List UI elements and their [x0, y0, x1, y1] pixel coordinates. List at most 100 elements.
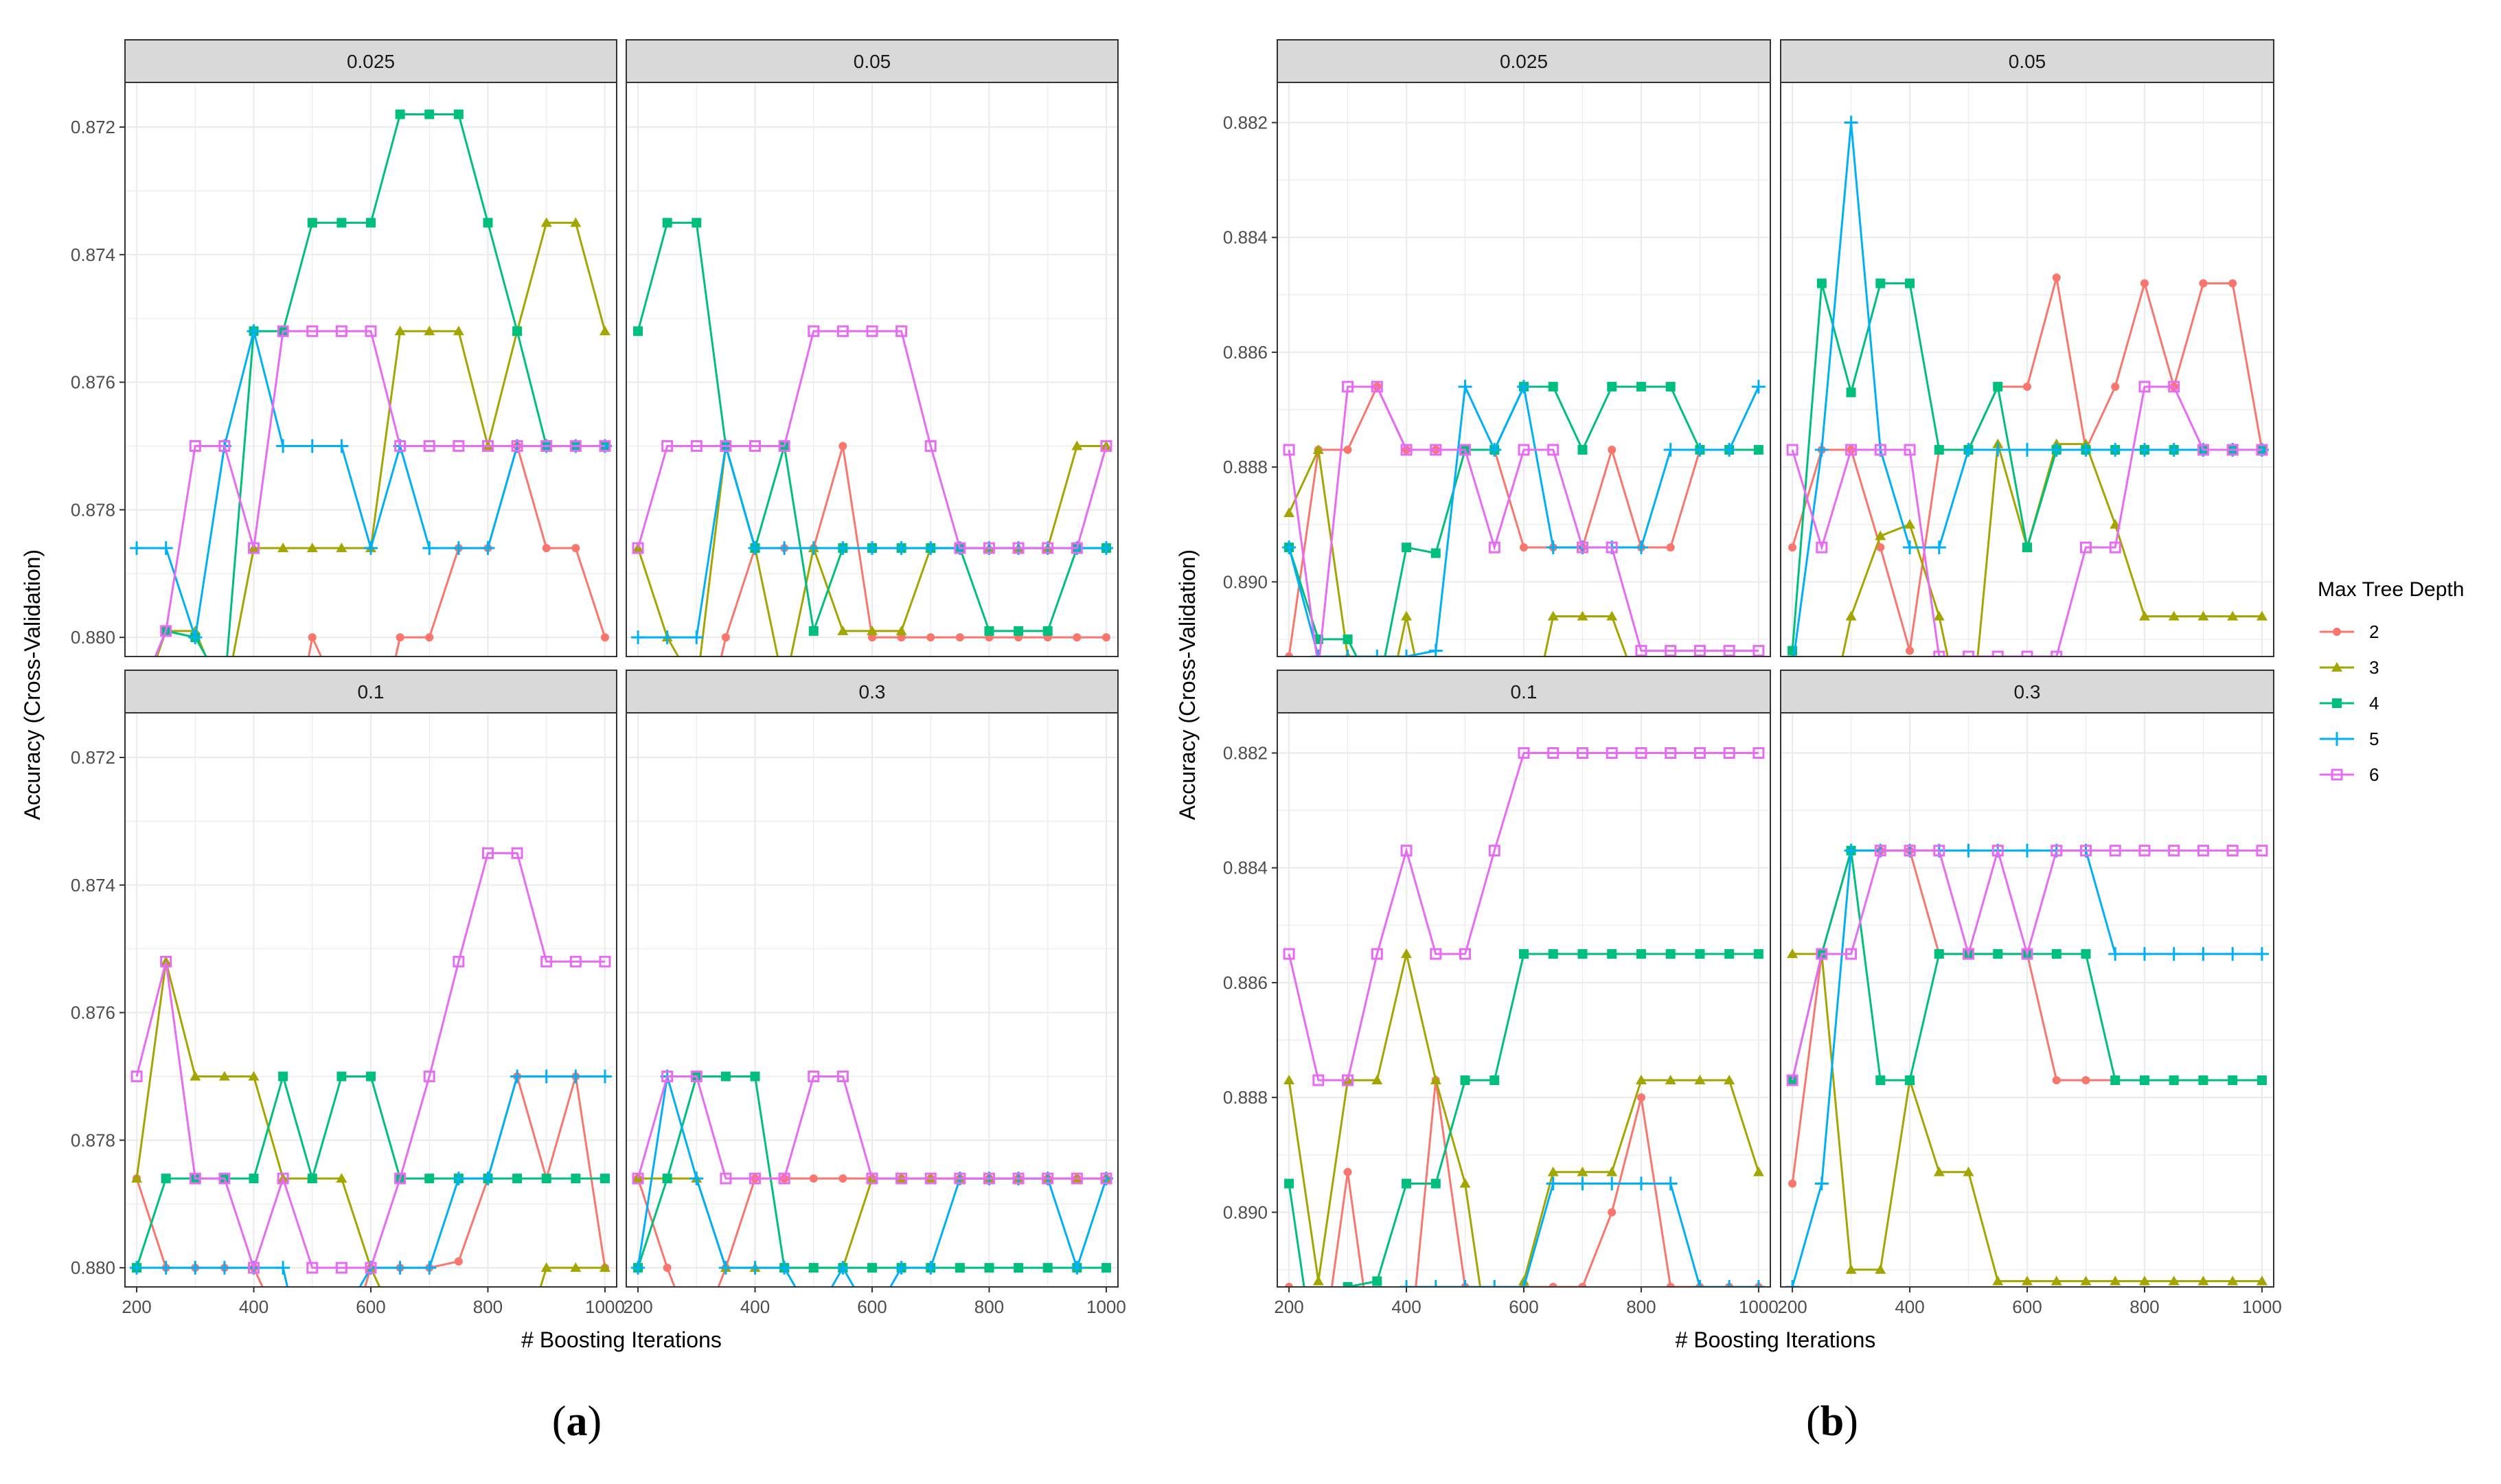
- point-depth-5: [689, 1172, 704, 1186]
- panel-0.05: 0.05: [626, 39, 1119, 756]
- point-depth-3: [867, 625, 878, 635]
- point-depth-6: [924, 1172, 937, 1185]
- point-depth-6: [749, 1172, 762, 1185]
- point-depth-5: [807, 1312, 821, 1325]
- point-depth-6: [1042, 1172, 1054, 1185]
- point-depth-6: [306, 1262, 319, 1274]
- legend-entry-3: 3: [2320, 657, 2379, 678]
- point-depth-2: [955, 633, 964, 642]
- panel-0.025: 0.025: [124, 39, 617, 657]
- point-depth-4: [2022, 543, 2032, 553]
- facet-label: 0.025: [347, 51, 395, 72]
- point-depth-2: [542, 544, 551, 553]
- point-depth-5: [510, 1069, 525, 1084]
- point-depth-5: [1903, 540, 1917, 555]
- point-depth-4: [1607, 949, 1617, 959]
- point-depth-6: [248, 542, 260, 554]
- facet-label: 0.3: [2014, 681, 2041, 703]
- facet-strip: [1277, 39, 1771, 83]
- point-depth-4: [1489, 1075, 1500, 1086]
- point-depth-5: [334, 439, 349, 453]
- point-depth-6: [1845, 444, 1858, 456]
- x-tick-label: 200: [623, 1297, 652, 1317]
- point-depth-2: [1343, 1167, 1352, 1176]
- point-depth-6: [540, 955, 553, 968]
- point-depth-5: [1370, 1378, 1384, 1391]
- point-depth-6: [661, 440, 674, 452]
- point-depth-6: [1100, 440, 1112, 452]
- y-tick-label: 0.890: [1223, 571, 1268, 592]
- point-depth-6: [1904, 845, 1916, 857]
- point-depth-5: [1634, 540, 1648, 555]
- point-depth-5: [1546, 1176, 1560, 1191]
- point-depth-3: [394, 326, 406, 336]
- point-depth-3: [2168, 610, 2180, 621]
- point-depth-6: [1283, 948, 1295, 960]
- point-depth-5: [130, 1261, 144, 1275]
- gridlines: [626, 82, 1118, 657]
- point-depth-5: [334, 1312, 348, 1325]
- point-depth-3: [336, 543, 347, 553]
- point-depth-5: [1282, 540, 1297, 555]
- point-depth-3: [2138, 610, 2150, 621]
- point-depth-4: [1934, 949, 1944, 959]
- point-depth-6: [1430, 444, 1442, 456]
- point-depth-2: [2081, 1076, 2090, 1085]
- y-axis-title: Accuracy (Cross-Validation): [1175, 549, 1200, 820]
- point-depth-3: [1371, 1075, 1383, 1085]
- point-depth-6: [365, 325, 377, 337]
- point-depth-6: [1963, 650, 1975, 657]
- facet-strip: [626, 39, 1119, 83]
- point-depth-2: [1906, 646, 1915, 655]
- series-group: [130, 847, 612, 1367]
- point-depth-5: [806, 541, 821, 556]
- point-depth-4: [1695, 949, 1705, 959]
- x-axis-title: # Boosting Iterations: [1676, 1327, 1876, 1352]
- point-depth-4: [1042, 626, 1053, 636]
- point-depth-4: [984, 626, 994, 636]
- point-depth-6: [511, 440, 523, 452]
- point-depth-3: [570, 217, 582, 227]
- point-depth-5: [924, 541, 938, 556]
- point-depth-4: [2198, 1075, 2208, 1086]
- x-tick-label: 600: [2012, 1297, 2042, 1317]
- point-depth-6: [1342, 380, 1354, 393]
- point-depth-2: [1636, 1093, 1645, 1102]
- point-depth-2: [663, 1264, 672, 1272]
- point-depth-2: [809, 1174, 818, 1183]
- point-depth-5: [2137, 443, 2151, 457]
- series-line-depth-6: [637, 1075, 1106, 1180]
- y-tick-label: 0.888: [1223, 457, 1268, 477]
- facet-label: 0.1: [358, 681, 385, 703]
- point-depth-2: [926, 633, 935, 642]
- point-depth-6: [632, 1172, 644, 1185]
- point-depth-5: [217, 1261, 231, 1275]
- point-depth-5: [159, 1261, 173, 1275]
- x-tick-label: 200: [1777, 1297, 1807, 1317]
- point-depth-5: [188, 630, 203, 645]
- point-depth-6: [1816, 948, 1828, 960]
- panel-0.1: 0.1: [124, 670, 617, 1367]
- point-depth-6: [2138, 380, 2151, 393]
- point-depth-2: [1608, 1208, 1617, 1217]
- point-depth-3: [277, 543, 289, 553]
- point-depth-3: [2197, 1275, 2209, 1286]
- point-depth-5: [130, 541, 144, 556]
- point-depth-4: [1548, 949, 1558, 959]
- point-depth-3: [512, 1358, 523, 1367]
- point-depth-3: [2227, 610, 2239, 621]
- point-depth-2: [663, 748, 672, 756]
- point-depth-6: [2256, 845, 2268, 857]
- point-depth-5: [1312, 1378, 1325, 1391]
- point-depth-6: [954, 542, 966, 554]
- point-depth-5: [865, 541, 879, 556]
- point-depth-5: [276, 1261, 290, 1275]
- point-depth-4: [1665, 382, 1676, 392]
- point-depth-3: [1635, 1075, 1647, 1085]
- gridlines: [626, 713, 1118, 1287]
- point-depth-3: [2110, 1275, 2121, 1286]
- point-depth-3: [1724, 1075, 1735, 1085]
- gridlines: [125, 713, 617, 1287]
- point-depth-3: [336, 1173, 347, 1183]
- point-depth-4: [1577, 949, 1588, 959]
